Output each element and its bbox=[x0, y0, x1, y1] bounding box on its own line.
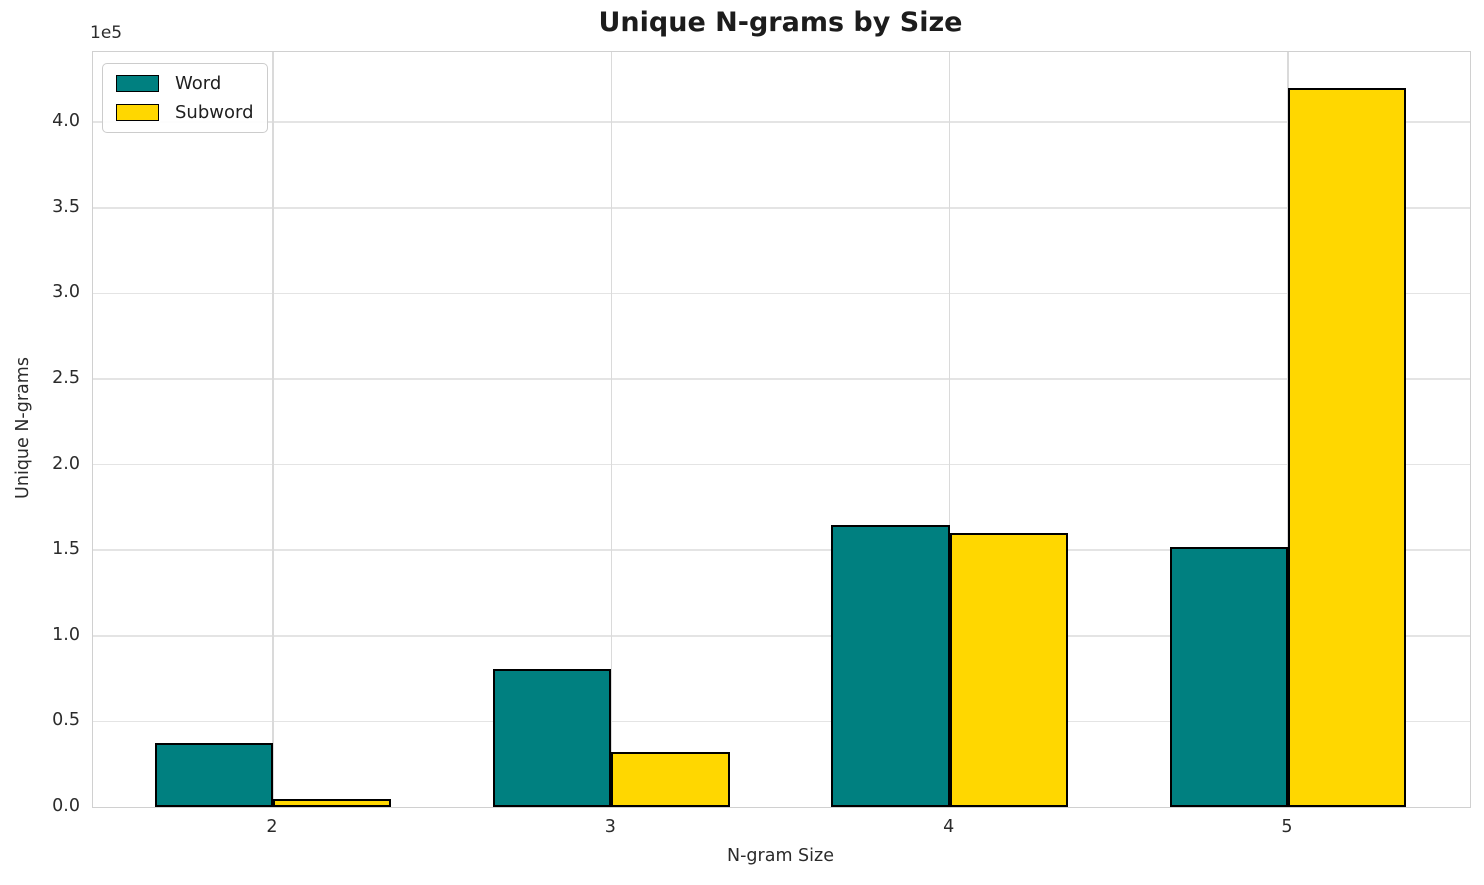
y-tick-label: 2.0 bbox=[52, 453, 80, 474]
y-tick-label: 2.5 bbox=[52, 367, 80, 388]
legend-label-word: Word bbox=[175, 73, 222, 94]
y-tick-label: 0.0 bbox=[52, 796, 80, 816]
bar-word-4 bbox=[831, 525, 950, 807]
y-tick-label: 1.0 bbox=[52, 624, 80, 645]
legend-label-subword: Subword bbox=[175, 102, 254, 123]
legend-item-word: Word bbox=[116, 73, 254, 94]
x-tick-label: 4 bbox=[943, 817, 955, 837]
y-tick-label: 0.5 bbox=[52, 710, 80, 731]
legend-item-subword: Subword bbox=[116, 102, 254, 123]
x-axis-label: N-gram Size bbox=[727, 846, 834, 866]
gridline-horizontal bbox=[93, 292, 1470, 295]
x-tick-label: 2 bbox=[266, 817, 278, 837]
y-tick-label: 1.5 bbox=[52, 539, 80, 560]
gridline-vertical bbox=[948, 52, 951, 807]
chart-title: Unique N-grams by Size bbox=[598, 7, 963, 38]
bar-word-2 bbox=[154, 742, 273, 807]
gridline-horizontal bbox=[93, 207, 1470, 209]
word-series-swatch-icon bbox=[116, 75, 159, 92]
y-tick-label: 3.5 bbox=[52, 196, 80, 217]
bar-subword-5 bbox=[1287, 87, 1407, 807]
bar-subword-4 bbox=[949, 533, 1069, 807]
gridline-horizontal bbox=[93, 720, 1470, 723]
gridline-horizontal bbox=[93, 463, 1470, 466]
gridline-vertical bbox=[272, 52, 274, 807]
y-axis-offset-text: 1e5 bbox=[90, 23, 123, 43]
bar-subword-3 bbox=[611, 752, 730, 807]
gridline-horizontal bbox=[93, 121, 1470, 123]
bar-word-3 bbox=[492, 669, 612, 807]
gridline-horizontal bbox=[93, 378, 1470, 380]
x-tick-label: 5 bbox=[1281, 817, 1293, 837]
legend: Word Subword bbox=[102, 63, 268, 133]
gridline-vertical bbox=[610, 52, 613, 807]
plot-area bbox=[92, 51, 1471, 808]
bar-word-5 bbox=[1169, 546, 1288, 807]
y-tick-label: 4.0 bbox=[52, 111, 80, 132]
gridline-horizontal bbox=[93, 635, 1470, 637]
y-tick-label: 3.0 bbox=[52, 282, 80, 303]
bar-subword-2 bbox=[272, 799, 392, 807]
subword-series-swatch-icon bbox=[116, 104, 159, 121]
gridline-horizontal bbox=[93, 549, 1470, 551]
x-tick-label: 3 bbox=[604, 817, 616, 837]
